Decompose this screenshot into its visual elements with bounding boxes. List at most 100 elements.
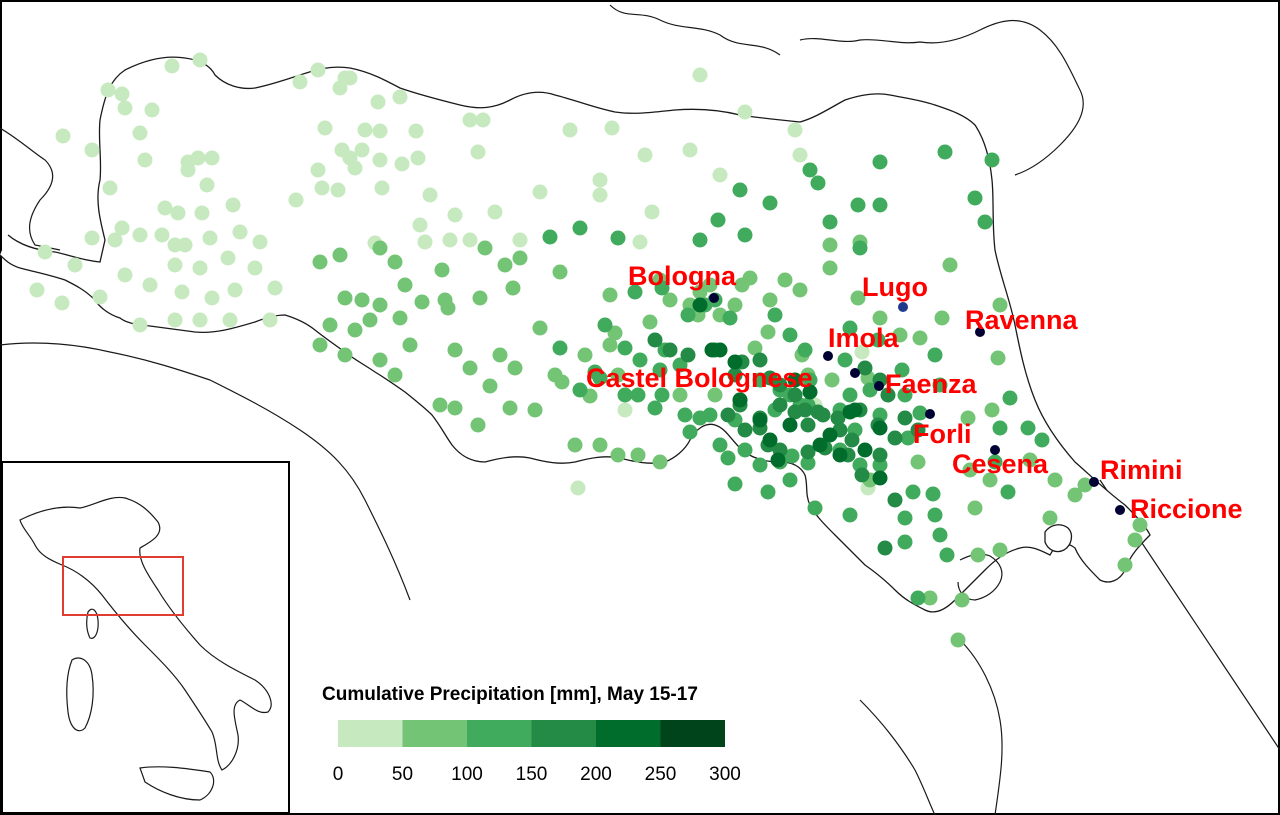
station-dot — [132, 125, 148, 141]
station-dot — [132, 227, 148, 243]
station-dot — [710, 212, 726, 228]
station-dot — [67, 257, 83, 273]
city-marker-imola — [823, 351, 833, 361]
station-dot — [527, 402, 543, 418]
station-dot — [397, 277, 413, 293]
station-dot — [192, 260, 208, 276]
station-dot — [220, 250, 236, 266]
station-dot — [752, 352, 768, 368]
station-dot — [950, 632, 966, 648]
station-dot — [880, 387, 896, 403]
station-dot — [132, 317, 148, 333]
station-dot — [854, 467, 870, 483]
station-dot — [562, 122, 578, 138]
station-dot — [267, 280, 283, 296]
legend: Cumulative Precipitation [mm], May 15-17… — [322, 684, 741, 785]
station-dot — [310, 162, 326, 178]
station-dot — [552, 340, 568, 356]
station-dot — [227, 282, 243, 298]
station-dot — [732, 182, 748, 198]
station-dot — [832, 447, 848, 463]
station-dot — [470, 144, 486, 160]
station-dot — [507, 360, 523, 376]
station-dot — [680, 307, 696, 323]
station-dot — [854, 344, 870, 360]
station-dot — [682, 142, 698, 158]
station-dot — [772, 377, 788, 393]
station-dot — [737, 422, 753, 438]
station-dot — [1034, 432, 1050, 448]
station-dot — [939, 547, 955, 563]
inset-map — [1, 461, 290, 814]
station-dot — [990, 350, 1006, 366]
station-dot — [707, 387, 723, 403]
station-dot — [747, 340, 763, 356]
station-dot — [142, 277, 158, 293]
station-dot — [932, 377, 948, 393]
legend-swatch-150-200 — [531, 720, 596, 747]
station-dot — [354, 292, 370, 308]
station-dot — [872, 447, 888, 463]
station-dot — [554, 374, 570, 390]
station-dot — [592, 172, 608, 188]
station-dot — [712, 437, 728, 453]
station-dot — [772, 397, 788, 413]
city-label-bologna: Bologna — [628, 261, 737, 291]
station-dot — [954, 592, 970, 608]
station-dot — [372, 123, 388, 139]
station-dot — [662, 292, 678, 308]
station-dot — [752, 457, 768, 473]
station-dot — [354, 142, 370, 158]
station-dot — [202, 230, 218, 246]
station-dot — [92, 289, 108, 305]
station-dot — [314, 180, 330, 196]
station-dot — [372, 152, 388, 168]
station-dot — [810, 175, 826, 191]
station-dot — [767, 307, 783, 323]
station-dot — [857, 360, 873, 376]
station-dot — [157, 200, 173, 216]
station-dot — [897, 387, 913, 403]
station-dot — [392, 89, 408, 105]
station-dot — [680, 347, 696, 363]
station-dot — [852, 240, 868, 256]
station-dot — [762, 195, 778, 211]
station-dot — [910, 454, 926, 470]
inset-frame — [1, 461, 290, 814]
station-dot — [592, 370, 608, 386]
station-dot — [370, 94, 386, 110]
station-dot — [610, 367, 626, 383]
station-dot — [174, 284, 190, 300]
station-dot — [322, 317, 338, 333]
city-markers — [709, 293, 1125, 515]
station-dot — [822, 427, 838, 443]
city-marker-faenza — [874, 381, 884, 391]
station-dot — [617, 387, 633, 403]
station-dot — [850, 197, 866, 213]
station-dot — [637, 147, 653, 163]
station-dot — [617, 402, 633, 418]
station-dot — [647, 332, 663, 348]
station-dot — [770, 452, 786, 468]
station-dot — [194, 205, 210, 221]
station-dot — [692, 410, 708, 426]
station-dot — [912, 405, 928, 421]
station-dot — [887, 430, 903, 446]
station-dot — [337, 70, 353, 86]
station-dot — [967, 190, 983, 206]
station-dot — [722, 310, 738, 326]
station-dot — [784, 448, 800, 464]
station-dot — [782, 417, 798, 433]
station-dot — [462, 112, 478, 128]
station-dot — [330, 182, 346, 198]
station-dot — [960, 410, 976, 426]
legend-colorbar — [338, 720, 725, 747]
station-dot — [372, 240, 388, 256]
station-dot — [652, 454, 668, 470]
station-dot — [777, 272, 793, 288]
city-marker-castel-bolognese — [850, 368, 860, 378]
corsica-outline — [86, 608, 99, 639]
sardinia-outline — [66, 657, 94, 732]
station-dot — [752, 412, 768, 428]
